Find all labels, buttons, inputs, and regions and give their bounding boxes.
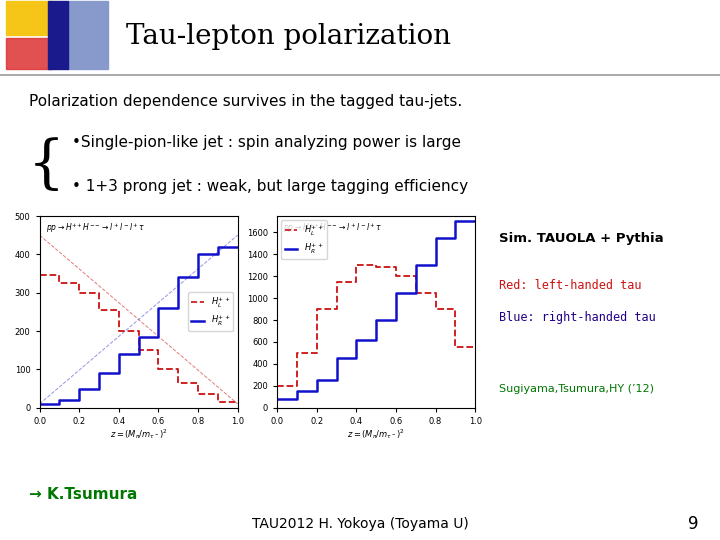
Text: Sugiyama,Tsumura,HY (’12): Sugiyama,Tsumura,HY (’12): [498, 383, 654, 394]
Bar: [6, 2, 53, 35]
Text: $pp{\to}H^{++}H^{--}{\to}l^+l^-l^+\tau$: $pp{\to}H^{++}H^{--}{\to}l^+l^-l^+\tau$: [283, 222, 382, 235]
Text: → K.Tsumura: → K.Tsumura: [29, 487, 138, 502]
Text: •Single-pion-like jet : spin analyzing power is large: •Single-pion-like jet : spin analyzing p…: [72, 135, 461, 150]
Text: Polarization dependence survives in the tagged tau-jets.: Polarization dependence survives in the …: [29, 94, 462, 109]
Text: $pp{\to}H^{++}H^{--}{\to}l^+l^-l^+\tau$: $pp{\to}H^{++}H^{--}{\to}l^+l^-l^+\tau$: [45, 222, 145, 235]
X-axis label: $z=(M_\pi/m_{\tau^-})^2$: $z=(M_\pi/m_{\tau^-})^2$: [109, 427, 168, 441]
Legend: $H_L^{++}$, $H_R^{++}$: $H_L^{++}$, $H_R^{++}$: [282, 220, 327, 259]
Text: TAU2012 H. Yokoya (Toyama U): TAU2012 H. Yokoya (Toyama U): [251, 517, 469, 531]
Bar: [6, 38, 53, 69]
Text: {: {: [28, 138, 66, 194]
Bar: [68, 2, 108, 69]
Text: Sim. TAUOLA + Pythia: Sim. TAUOLA + Pythia: [498, 232, 663, 245]
Text: 9: 9: [688, 515, 698, 533]
Text: Blue: right-handed tau: Blue: right-handed tau: [498, 310, 655, 323]
Text: Tau-lepton polarization: Tau-lepton polarization: [126, 23, 451, 50]
X-axis label: $z=(M_\pi/m_{\tau^-})^2$: $z=(M_\pi/m_{\tau^-})^2$: [347, 427, 405, 441]
Legend: $H_L^{++}$, $H_R^{++}$: $H_L^{++}$, $H_R^{++}$: [188, 292, 233, 332]
Text: Red: left-handed tau: Red: left-handed tau: [498, 279, 641, 292]
Text: • 1+3 prong jet : weak, but large tagging efficiency: • 1+3 prong jet : weak, but large taggin…: [72, 179, 468, 194]
Bar: [48, 2, 68, 69]
